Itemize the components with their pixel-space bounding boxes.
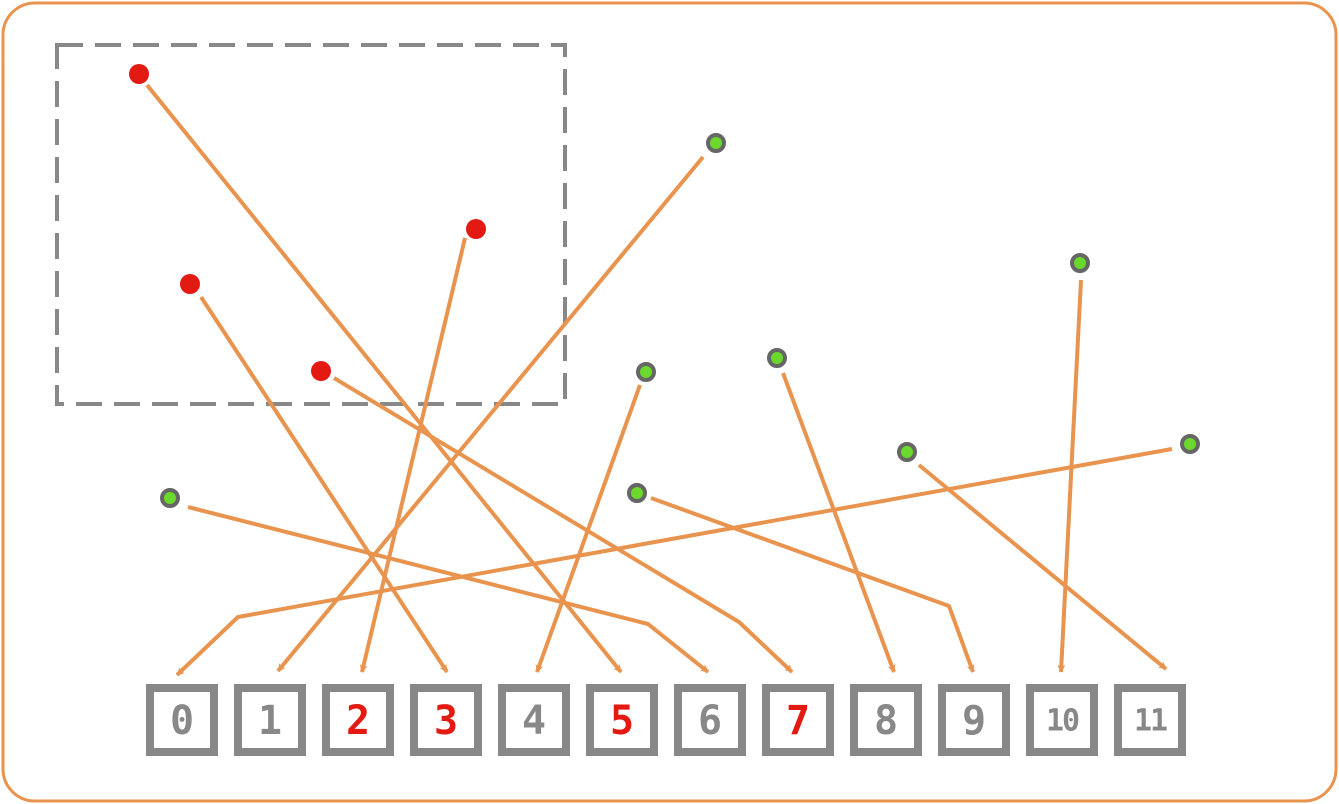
box-border — [762, 684, 834, 756]
point-9[interactable] — [627, 483, 647, 503]
point-10[interactable] — [1070, 253, 1090, 273]
point-selected-7[interactable] — [311, 361, 331, 381]
arrow-to-box-1 — [276, 155, 705, 673]
arrow-to-box-0 — [175, 447, 1173, 677]
arrow-to-box-9 — [650, 496, 975, 673]
arrow-to-box-10 — [1057, 279, 1083, 673]
box-3[interactable]: 3 — [410, 684, 482, 756]
arrow-to-box-11 — [917, 463, 1168, 671]
arrows-layer — [145, 83, 1173, 677]
points-layer — [129, 64, 1200, 508]
box-border — [498, 684, 570, 756]
point-4[interactable] — [636, 362, 656, 382]
box-number: 7 — [786, 698, 810, 744]
arrow-to-box-3 — [199, 295, 449, 674]
box-11[interactable]: 11 — [1114, 684, 1186, 756]
point-6[interactable] — [160, 488, 180, 508]
box-number: 11 — [1134, 704, 1167, 739]
box-number: 5 — [610, 698, 634, 744]
box-9[interactable]: 9 — [938, 684, 1010, 756]
box-number: 4 — [522, 698, 546, 744]
arrow-to-box-4 — [535, 384, 642, 673]
box-number: 0 — [170, 698, 194, 744]
box-5[interactable]: 5 — [586, 684, 658, 756]
box-border — [586, 684, 658, 756]
point-1[interactable] — [706, 133, 726, 153]
arrow-to-box-2 — [359, 237, 467, 673]
box-border — [410, 684, 482, 756]
box-number: 2 — [346, 698, 370, 744]
point-selected-3[interactable] — [180, 274, 200, 294]
box-number: 6 — [698, 698, 722, 744]
point-8[interactable] — [767, 348, 787, 368]
point-11[interactable] — [897, 442, 917, 462]
point-0[interactable] — [1180, 434, 1200, 454]
box-6[interactable]: 6 — [674, 684, 746, 756]
boxes-layer: 0 1 2 3 4 5 6 7 8 9 10 11 — [146, 684, 1186, 756]
box-2[interactable]: 2 — [322, 684, 394, 756]
box-border — [1114, 684, 1186, 756]
arrow-to-box-6 — [187, 505, 710, 674]
box-border — [938, 684, 1010, 756]
box-0[interactable]: 0 — [146, 684, 218, 756]
arrow-to-box-7 — [332, 376, 794, 674]
selection-rectangle[interactable] — [55, 43, 567, 406]
box-10[interactable]: 10 — [1026, 684, 1098, 756]
arrow-to-box-5 — [145, 83, 623, 674]
box-number: 8 — [874, 698, 898, 744]
box-number: 10 — [1046, 704, 1079, 739]
box-border — [850, 684, 922, 756]
box-8[interactable]: 8 — [850, 684, 922, 756]
box-border — [1026, 684, 1098, 756]
box-border — [234, 684, 306, 756]
point-selected-2[interactable] — [466, 219, 486, 239]
box-7[interactable]: 7 — [762, 684, 834, 756]
point-selected-5[interactable] — [129, 64, 149, 84]
arrow-to-box-8 — [781, 372, 896, 673]
box-number: 9 — [962, 698, 986, 744]
box-1[interactable]: 1 — [234, 684, 306, 756]
box-number: 1 — [258, 698, 282, 744]
box-4[interactable]: 4 — [498, 684, 570, 756]
box-border — [322, 684, 394, 756]
box-border — [674, 684, 746, 756]
box-number: 3 — [434, 698, 458, 744]
box-border — [146, 684, 218, 756]
